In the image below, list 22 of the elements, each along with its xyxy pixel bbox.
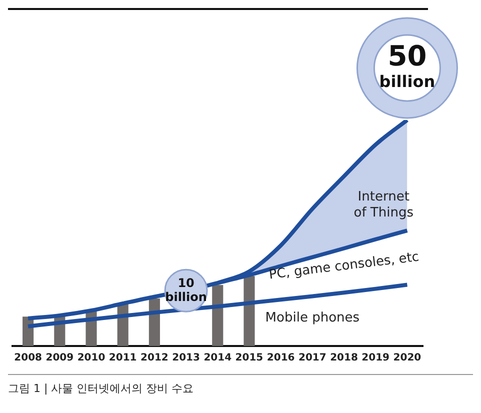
bar — [212, 284, 224, 346]
x-tick-label: 2009 — [46, 352, 74, 364]
x-tick-label: 2012 — [140, 352, 168, 364]
x-tick-label: 2015 — [235, 352, 264, 364]
x-tick-label: 2016 — [266, 352, 295, 364]
series-label: Internet of Things — [354, 189, 414, 220]
x-tick-label: 2008 — [14, 352, 42, 364]
annotation: 10 billion — [165, 276, 207, 304]
bar — [148, 298, 160, 346]
text: 그림 1 | 사물 인터넷에서의 장비 수요 — [8, 381, 195, 396]
bar — [244, 276, 255, 346]
x-tick-label: 2019 — [362, 352, 390, 364]
annotation: 50 billion — [379, 39, 436, 92]
text: PC, game consoles, etc — [268, 250, 420, 283]
x-tick-label: 2011 — [108, 352, 137, 364]
x-tick-label: 2020 — [393, 352, 422, 364]
series-label: Mobile phones — [265, 310, 360, 326]
x-tick-label: 2018 — [330, 352, 358, 364]
x-tick-label: 2014 — [204, 352, 232, 364]
x-tick-label: 2013 — [172, 352, 200, 364]
x-tick-label: 2017 — [298, 352, 326, 364]
x-tick-label: 2010 — [77, 352, 106, 364]
